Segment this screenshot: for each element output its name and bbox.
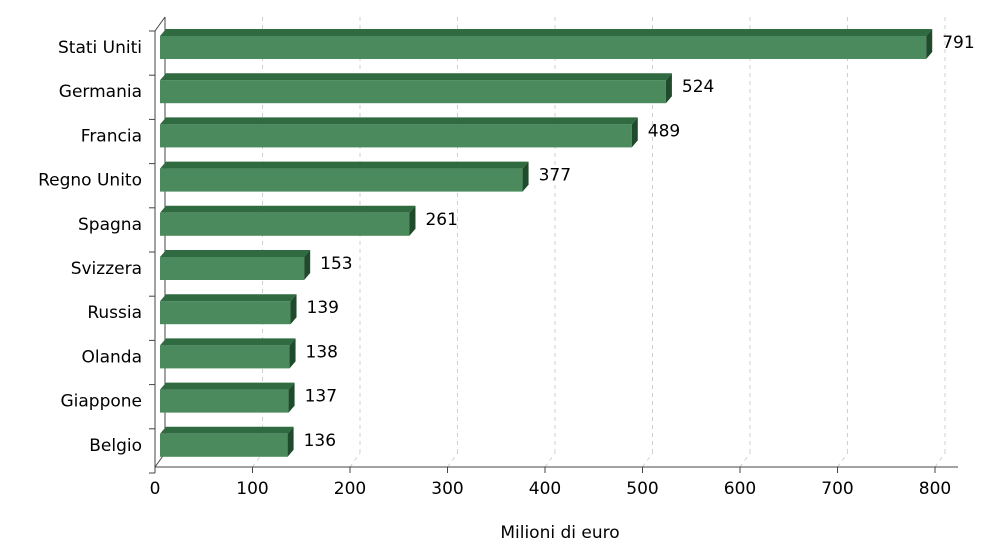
gridline-floor bbox=[642, 452, 653, 468]
bar-side-face bbox=[287, 426, 294, 457]
gridline-floor bbox=[934, 452, 946, 468]
category-label: Belgio bbox=[89, 436, 142, 456]
data-label: 524 bbox=[682, 77, 714, 97]
bar-side-face bbox=[409, 205, 416, 236]
bar bbox=[160, 294, 297, 325]
gridline-floor bbox=[837, 452, 848, 468]
bar-top-face bbox=[160, 205, 416, 213]
bar-side-face bbox=[288, 382, 295, 413]
bar-side-face bbox=[522, 161, 529, 192]
data-label: 138 bbox=[306, 342, 338, 362]
x-tick-label: 800 bbox=[919, 479, 951, 499]
x-tick-label: 0 bbox=[150, 479, 161, 499]
data-label: 489 bbox=[648, 121, 680, 141]
bar-side-face bbox=[926, 29, 933, 59]
bar bbox=[160, 205, 416, 236]
bar-side-face bbox=[289, 338, 296, 369]
bar-side-face bbox=[290, 294, 297, 325]
data-label: 136 bbox=[304, 431, 336, 451]
x-axis-title: Milioni di euro bbox=[500, 523, 619, 543]
data-label: 137 bbox=[305, 387, 337, 407]
category-label: Russia bbox=[87, 303, 142, 323]
gridline-floor bbox=[447, 452, 458, 468]
data-label: 377 bbox=[539, 166, 571, 186]
bar bbox=[160, 117, 638, 148]
labels: 0 100 200 300 400 500 600 700 800 Stati Uniti 791 G… bbox=[38, 33, 975, 499]
x-tick-label: 300 bbox=[431, 479, 463, 499]
bars bbox=[160, 29, 933, 457]
bar-front-face bbox=[160, 257, 305, 280]
bar-top-face bbox=[160, 117, 638, 125]
bar-front-face bbox=[160, 168, 523, 192]
x-tick-label: 700 bbox=[821, 479, 853, 499]
bar-top-face bbox=[160, 382, 295, 390]
bar-top-face bbox=[160, 250, 311, 257]
bar-top-face bbox=[160, 338, 296, 346]
category-label: Regno Unito bbox=[38, 171, 142, 191]
gridline-floor bbox=[349, 452, 361, 468]
bar bbox=[160, 73, 672, 104]
bar-top-face bbox=[160, 161, 529, 169]
bar-front-face bbox=[160, 212, 410, 236]
bar-front-face bbox=[160, 36, 927, 59]
category-label: Francia bbox=[81, 126, 142, 146]
bar-side-face bbox=[665, 73, 672, 104]
category-label: Spagna bbox=[78, 215, 142, 235]
bar-top-face bbox=[160, 73, 672, 81]
bar bbox=[160, 161, 529, 192]
bar-side-face bbox=[304, 250, 311, 280]
bar bbox=[160, 382, 295, 413]
bar-front-face bbox=[160, 124, 632, 148]
data-label: 261 bbox=[425, 210, 457, 230]
bar-front-face bbox=[160, 345, 290, 369]
category-label: Stati Uniti bbox=[58, 38, 142, 58]
category-label: Germania bbox=[59, 82, 142, 102]
bar-front-face bbox=[160, 301, 291, 325]
bar-front-face bbox=[160, 389, 289, 413]
x-tick-label: 200 bbox=[334, 479, 366, 499]
bar bbox=[160, 338, 296, 369]
bar bbox=[160, 426, 294, 457]
data-label: 791 bbox=[942, 33, 974, 53]
category-label: Olanda bbox=[81, 347, 142, 367]
gridline-floor bbox=[252, 452, 263, 468]
bar-front-face bbox=[160, 80, 666, 104]
x-tick-label: 500 bbox=[626, 479, 658, 499]
x-tick-label: 600 bbox=[724, 479, 756, 499]
category-label: Svizzera bbox=[71, 259, 142, 279]
gridline-floor bbox=[739, 452, 751, 468]
bar-top-face bbox=[160, 29, 933, 36]
y-axis-top-slant bbox=[154, 16, 166, 32]
bar-front-face bbox=[160, 433, 288, 457]
gridline-floor bbox=[544, 452, 556, 468]
category-label: Giappone bbox=[60, 392, 142, 412]
data-label: 153 bbox=[320, 254, 352, 274]
bar-top-face bbox=[160, 294, 297, 302]
bar-top-face bbox=[160, 426, 294, 434]
x-tick-label: 100 bbox=[236, 479, 268, 499]
bar bbox=[160, 29, 933, 59]
data-label: 139 bbox=[307, 298, 339, 318]
bar-side-face bbox=[631, 117, 638, 148]
bar bbox=[160, 250, 311, 280]
x-tick-label: 400 bbox=[529, 479, 561, 499]
